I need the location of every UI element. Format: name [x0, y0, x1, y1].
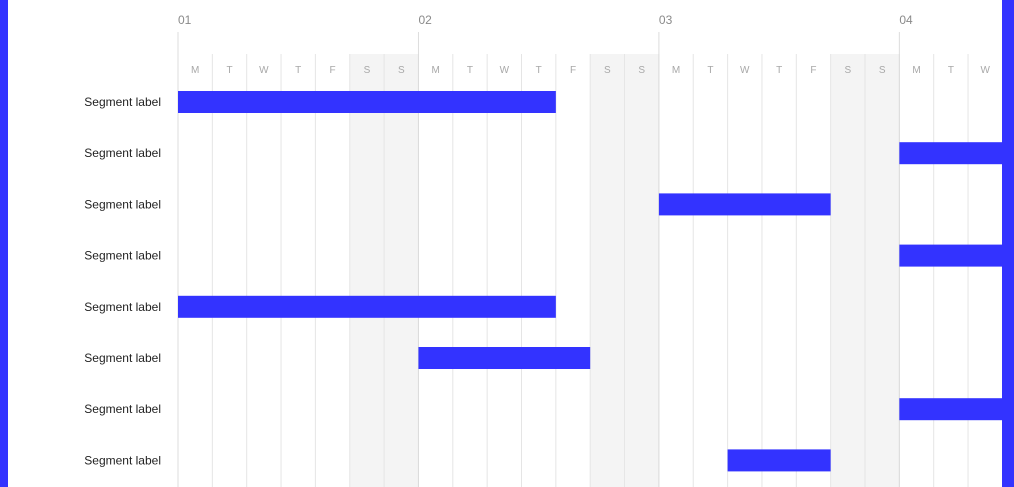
weekend-column: [624, 54, 659, 487]
day-label: T: [707, 65, 713, 76]
day-label: F: [330, 65, 336, 76]
weekend-column: [384, 54, 419, 487]
gantt-bar[interactable]: [178, 91, 556, 113]
day-label: T: [295, 65, 301, 76]
day-label: S: [604, 65, 611, 76]
day-label: T: [467, 65, 473, 76]
day-label: W: [259, 65, 269, 76]
day-label: T: [948, 65, 954, 76]
row-label: Segment label: [84, 402, 161, 416]
day-label: S: [364, 65, 371, 76]
gantt-bar[interactable]: [658, 193, 831, 216]
day-label: M: [431, 65, 439, 76]
day-label: M: [191, 65, 199, 76]
weekend-column: [830, 54, 865, 487]
day-label: T: [536, 65, 542, 76]
row-label: Segment label: [84, 351, 161, 365]
weekend-column: [865, 54, 900, 487]
week-label: 01: [178, 13, 192, 27]
day-label: S: [398, 65, 405, 76]
week-label: 04: [899, 13, 913, 27]
weekend-column: [349, 54, 385, 487]
day-label: T: [226, 65, 232, 76]
gantt-bar[interactable]: [178, 295, 556, 318]
gantt-bar[interactable]: [899, 244, 1002, 267]
right-accent-border: [1002, 0, 1014, 487]
weekend-column: [590, 54, 625, 487]
gantt-bar[interactable]: [899, 142, 1002, 165]
week-label: 02: [418, 13, 432, 27]
day-label: F: [810, 65, 816, 76]
week-label: 03: [659, 13, 673, 27]
day-label: F: [570, 65, 576, 76]
day-label: T: [776, 65, 782, 76]
gantt-bar[interactable]: [727, 449, 831, 472]
row-label: Segment label: [84, 95, 161, 109]
day-label: M: [672, 65, 680, 76]
left-accent-border: [0, 0, 8, 487]
day-label: W: [980, 65, 990, 76]
day-label: S: [638, 65, 645, 76]
gantt-bar[interactable]: [418, 347, 591, 369]
day-label: S: [844, 65, 851, 76]
row-label: Segment label: [84, 300, 161, 314]
row-label: Segment label: [84, 249, 161, 263]
day-label: W: [740, 65, 750, 76]
gantt-bar[interactable]: [899, 398, 1002, 421]
row-label: Segment label: [84, 453, 161, 467]
day-label: S: [879, 65, 886, 76]
day-label: W: [500, 65, 510, 76]
row-label: Segment label: [84, 146, 161, 160]
row-label: Segment label: [84, 197, 161, 211]
day-label: M: [912, 65, 920, 76]
